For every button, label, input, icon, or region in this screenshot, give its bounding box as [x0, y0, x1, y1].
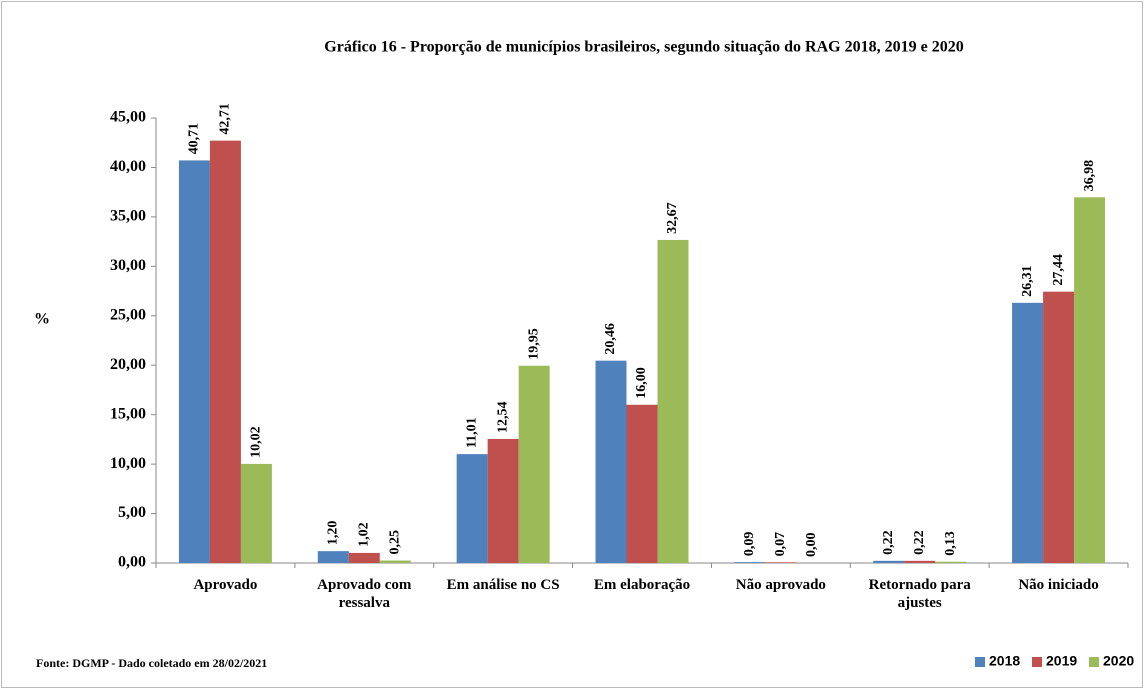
data-label: 1,02 [357, 522, 372, 547]
bar [657, 239, 689, 563]
data-label: 0,07 [773, 532, 788, 557]
legend-label: 2020 [1103, 653, 1134, 669]
data-label: 26,31 [1020, 265, 1035, 297]
data-label: 27,44 [1051, 254, 1066, 286]
bar [240, 463, 272, 563]
y-tick-label: 25,00 [110, 306, 146, 323]
bar [595, 360, 627, 563]
bar [178, 160, 210, 563]
data-label: 0,22 [912, 530, 927, 555]
y-tick-label: 5,00 [118, 504, 146, 521]
bar [456, 454, 488, 563]
bar [317, 551, 349, 563]
x-tick-label: Aprovado [193, 577, 258, 593]
data-label: 0,09 [742, 532, 757, 557]
bar [626, 404, 658, 563]
data-label: 0,00 [804, 533, 819, 558]
data-label: 36,98 [1082, 160, 1097, 192]
legend-swatch [1032, 657, 1042, 667]
data-label: 0,25 [388, 530, 403, 555]
bar [1012, 302, 1044, 563]
y-tick-label: 0,00 [118, 554, 146, 571]
bar [518, 365, 550, 563]
data-label: 40,71 [187, 123, 202, 155]
source-note: Fonte: DGMP - Dado coletado em 28/02/202… [36, 656, 267, 670]
data-label: 20,46 [603, 323, 618, 355]
data-label: 16,00 [634, 367, 649, 399]
x-tick-label: Em elaboração [593, 577, 691, 593]
bar [1074, 197, 1106, 563]
x-tick-label: Não iniciado [1018, 577, 1099, 593]
legend-swatch [1089, 657, 1099, 667]
legend-swatch [975, 657, 985, 667]
data-label: 1,20 [326, 521, 341, 546]
x-tick-label: Não aprovado [735, 577, 826, 593]
y-axis-label: % [34, 311, 50, 328]
bar [379, 560, 411, 563]
bar [873, 560, 905, 563]
data-label: 42,71 [218, 103, 233, 135]
data-label: 0,22 [881, 530, 896, 555]
bar [904, 560, 936, 563]
data-label: 12,54 [495, 401, 510, 432]
bar [1043, 291, 1075, 563]
y-tick-label: 10,00 [110, 455, 146, 472]
data-label: 10,02 [249, 426, 264, 458]
data-label: 11,01 [464, 417, 479, 448]
y-tick-label: 35,00 [110, 208, 146, 225]
x-tick-label: Retornado para ajustes [868, 577, 971, 611]
chart-title: Gráfico 16 - Proporção de municípios bra… [324, 39, 963, 56]
y-tick-label: 40,00 [110, 158, 146, 175]
y-tick-label: 20,00 [110, 356, 146, 373]
bar [935, 561, 967, 563]
bar [487, 438, 519, 563]
x-tick-label: Em análise no CS [446, 577, 560, 593]
bar [209, 140, 241, 563]
data-label: 32,67 [665, 202, 680, 234]
x-tick-label: Aprovado com ressalva [317, 577, 412, 611]
bar [734, 562, 766, 563]
data-label: 0,13 [943, 531, 958, 556]
y-tick-label: 15,00 [110, 405, 146, 422]
data-label: 19,95 [526, 328, 541, 360]
y-tick-label: 45,00 [110, 109, 146, 126]
legend-label: 2018 [989, 653, 1020, 669]
bar [765, 562, 797, 563]
legend-label: 2019 [1046, 653, 1077, 669]
y-tick-label: 30,00 [110, 257, 146, 274]
bar [348, 552, 380, 563]
